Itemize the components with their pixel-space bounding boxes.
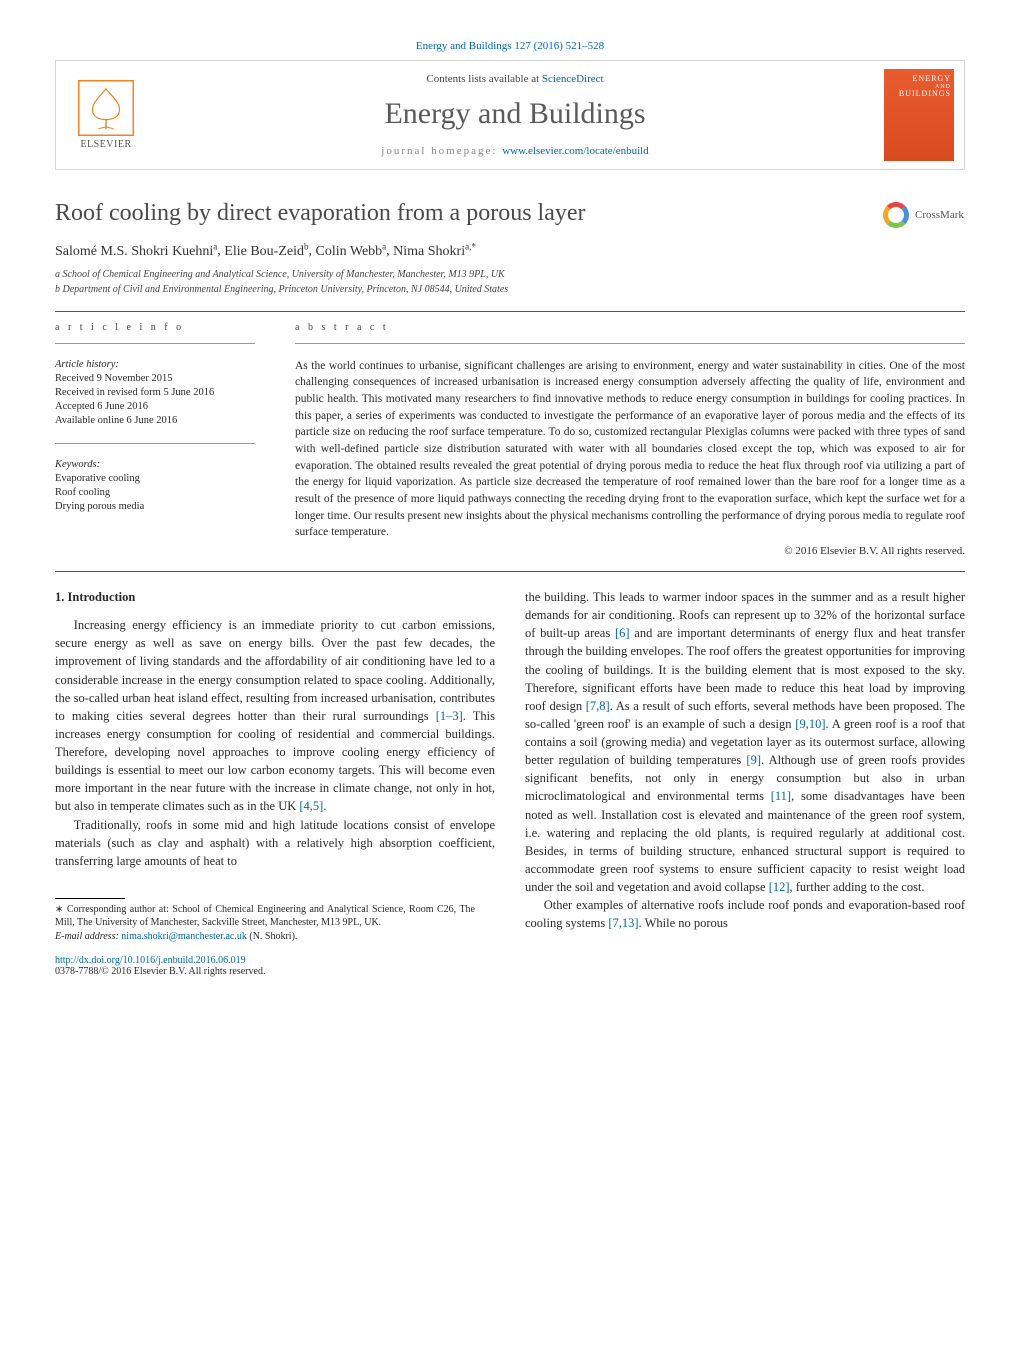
- elsevier-logo[interactable]: ELSEVIER: [66, 80, 146, 150]
- author-affil-marker: a: [213, 241, 217, 251]
- article-history: Article history: Received 9 November 201…: [55, 358, 255, 429]
- homepage-prefix: journal homepage:: [381, 145, 502, 157]
- article-title: Roof cooling by direct evaporation from …: [55, 200, 965, 227]
- contents-lists-line: Contents lists available at ScienceDirec…: [146, 73, 884, 85]
- history-line: Available online 6 June 2016: [55, 414, 255, 428]
- journal-homepage-line: journal homepage: www.elsevier.com/locat…: [146, 145, 884, 157]
- doi-block: http://dx.doi.org/10.1016/j.enbuild.2016…: [55, 955, 965, 977]
- body-paragraph: Increasing energy efficiency is an immed…: [55, 616, 495, 815]
- author: Nima Shokria,*: [393, 244, 476, 259]
- email-line: E-mail address: nima.shokri@manchester.a…: [55, 930, 475, 944]
- history-heading: Article history:: [55, 359, 119, 370]
- citation-link[interactable]: [9,10]: [795, 717, 825, 731]
- citation-link[interactable]: [7,13]: [608, 916, 638, 930]
- elsevier-wordmark: ELSEVIER: [80, 139, 131, 150]
- affiliation: b Department of Civil and Environmental …: [55, 283, 965, 297]
- affiliation: a School of Chemical Engineering and Ana…: [55, 268, 965, 282]
- author: Elie Bou-Zeidb: [224, 244, 308, 259]
- footnote-rule: [55, 898, 125, 899]
- doi-link[interactable]: http://dx.doi.org/10.1016/j.enbuild.2016…: [55, 955, 246, 966]
- body-paragraph: the building. This leads to warmer indoo…: [525, 588, 965, 896]
- cover-brand-top: ENERGY: [887, 75, 951, 84]
- abstract-column: a b s t r a c t As the world continues t…: [295, 322, 965, 557]
- keyword: Evaporative cooling: [55, 472, 255, 486]
- body-text: 1. Introduction Increasing energy effici…: [55, 588, 965, 943]
- citation-link[interactable]: [4,5]: [299, 799, 323, 813]
- crossmark-badge[interactable]: CrossMark: [883, 202, 965, 228]
- article-info-label: a r t i c l e i n f o: [55, 322, 255, 333]
- citation-link[interactable]: Energy and Buildings 127 (2016) 521–528: [416, 40, 604, 52]
- author: Colin Webba: [315, 244, 386, 259]
- abstract-rule: [295, 343, 965, 344]
- info-rule-1: [55, 343, 255, 344]
- abstract-copyright: © 2016 Elsevier B.V. All rights reserved…: [295, 545, 965, 557]
- contents-prefix: Contents lists available at: [426, 73, 541, 85]
- corresponding-author-note: ∗ Corresponding author at: School of Che…: [55, 903, 475, 930]
- journal-header-box: ELSEVIER Contents lists available at Sci…: [55, 60, 965, 170]
- keyword: Roof cooling: [55, 486, 255, 500]
- elsevier-tree-icon: [78, 80, 134, 136]
- meta-row: a r t i c l e i n f o Article history: R…: [55, 322, 965, 557]
- journal-homepage-link[interactable]: www.elsevier.com/locate/enbuild: [502, 145, 649, 157]
- author-affil-marker: a: [382, 241, 386, 251]
- body-paragraph: Other examples of alternative roofs incl…: [525, 896, 965, 932]
- header-center: Contents lists available at ScienceDirec…: [146, 67, 884, 163]
- abstract-text: As the world continues to urbanise, sign…: [295, 358, 965, 541]
- rule-top: [55, 311, 965, 312]
- history-line: Received in revised form 5 June 2016: [55, 386, 255, 400]
- citation-link[interactable]: [7,8]: [586, 699, 610, 713]
- journal-cover-thumbnail[interactable]: ENERGY AND BUILDINGS: [884, 69, 954, 161]
- keywords-block: Keywords: Evaporative coolingRoof coolin…: [55, 458, 255, 515]
- info-rule-2: [55, 443, 255, 444]
- author-email-link[interactable]: nima.shokri@manchester.ac.uk: [121, 931, 247, 942]
- citation-link[interactable]: [12]: [769, 880, 790, 894]
- keywords-heading: Keywords:: [55, 459, 100, 470]
- body-paragraph: Traditionally, roofs in some mid and hig…: [55, 816, 495, 870]
- citation-link[interactable]: [11]: [771, 789, 791, 803]
- author-list: Salomé M.S. Shokri Kuehnia, Elie Bou-Zei…: [55, 241, 965, 260]
- section-1-heading: 1. Introduction: [55, 588, 495, 606]
- sciencedirect-link[interactable]: ScienceDirect: [542, 73, 604, 85]
- cover-brand-bottom: BUILDINGS: [887, 90, 951, 99]
- history-line: Received 9 November 2015: [55, 372, 255, 386]
- author-affil-marker: b: [304, 241, 309, 251]
- author: Salomé M.S. Shokri Kuehnia: [55, 244, 217, 259]
- journal-name: Energy and Buildings: [146, 97, 884, 131]
- citation-header: Energy and Buildings 127 (2016) 521–528: [55, 40, 965, 52]
- issn-copyright-line: 0378-7788/© 2016 Elsevier B.V. All right…: [55, 966, 265, 977]
- keyword: Drying porous media: [55, 500, 255, 514]
- article-info-column: a r t i c l e i n f o Article history: R…: [55, 322, 255, 557]
- citation-link[interactable]: [6]: [615, 626, 630, 640]
- article-page: Energy and Buildings 127 (2016) 521–528 …: [0, 0, 1020, 1022]
- crossmark-label: CrossMark: [915, 209, 964, 221]
- history-line: Accepted 6 June 2016: [55, 400, 255, 414]
- citation-link[interactable]: [9]: [746, 753, 761, 767]
- abstract-label: a b s t r a c t: [295, 322, 965, 333]
- crossmark-icon: [883, 202, 909, 228]
- author-affil-marker: a,*: [465, 241, 476, 251]
- citation-link[interactable]: [1–3]: [436, 709, 463, 723]
- rule-bottom: [55, 571, 965, 572]
- footnotes: ∗ Corresponding author at: School of Che…: [55, 903, 475, 944]
